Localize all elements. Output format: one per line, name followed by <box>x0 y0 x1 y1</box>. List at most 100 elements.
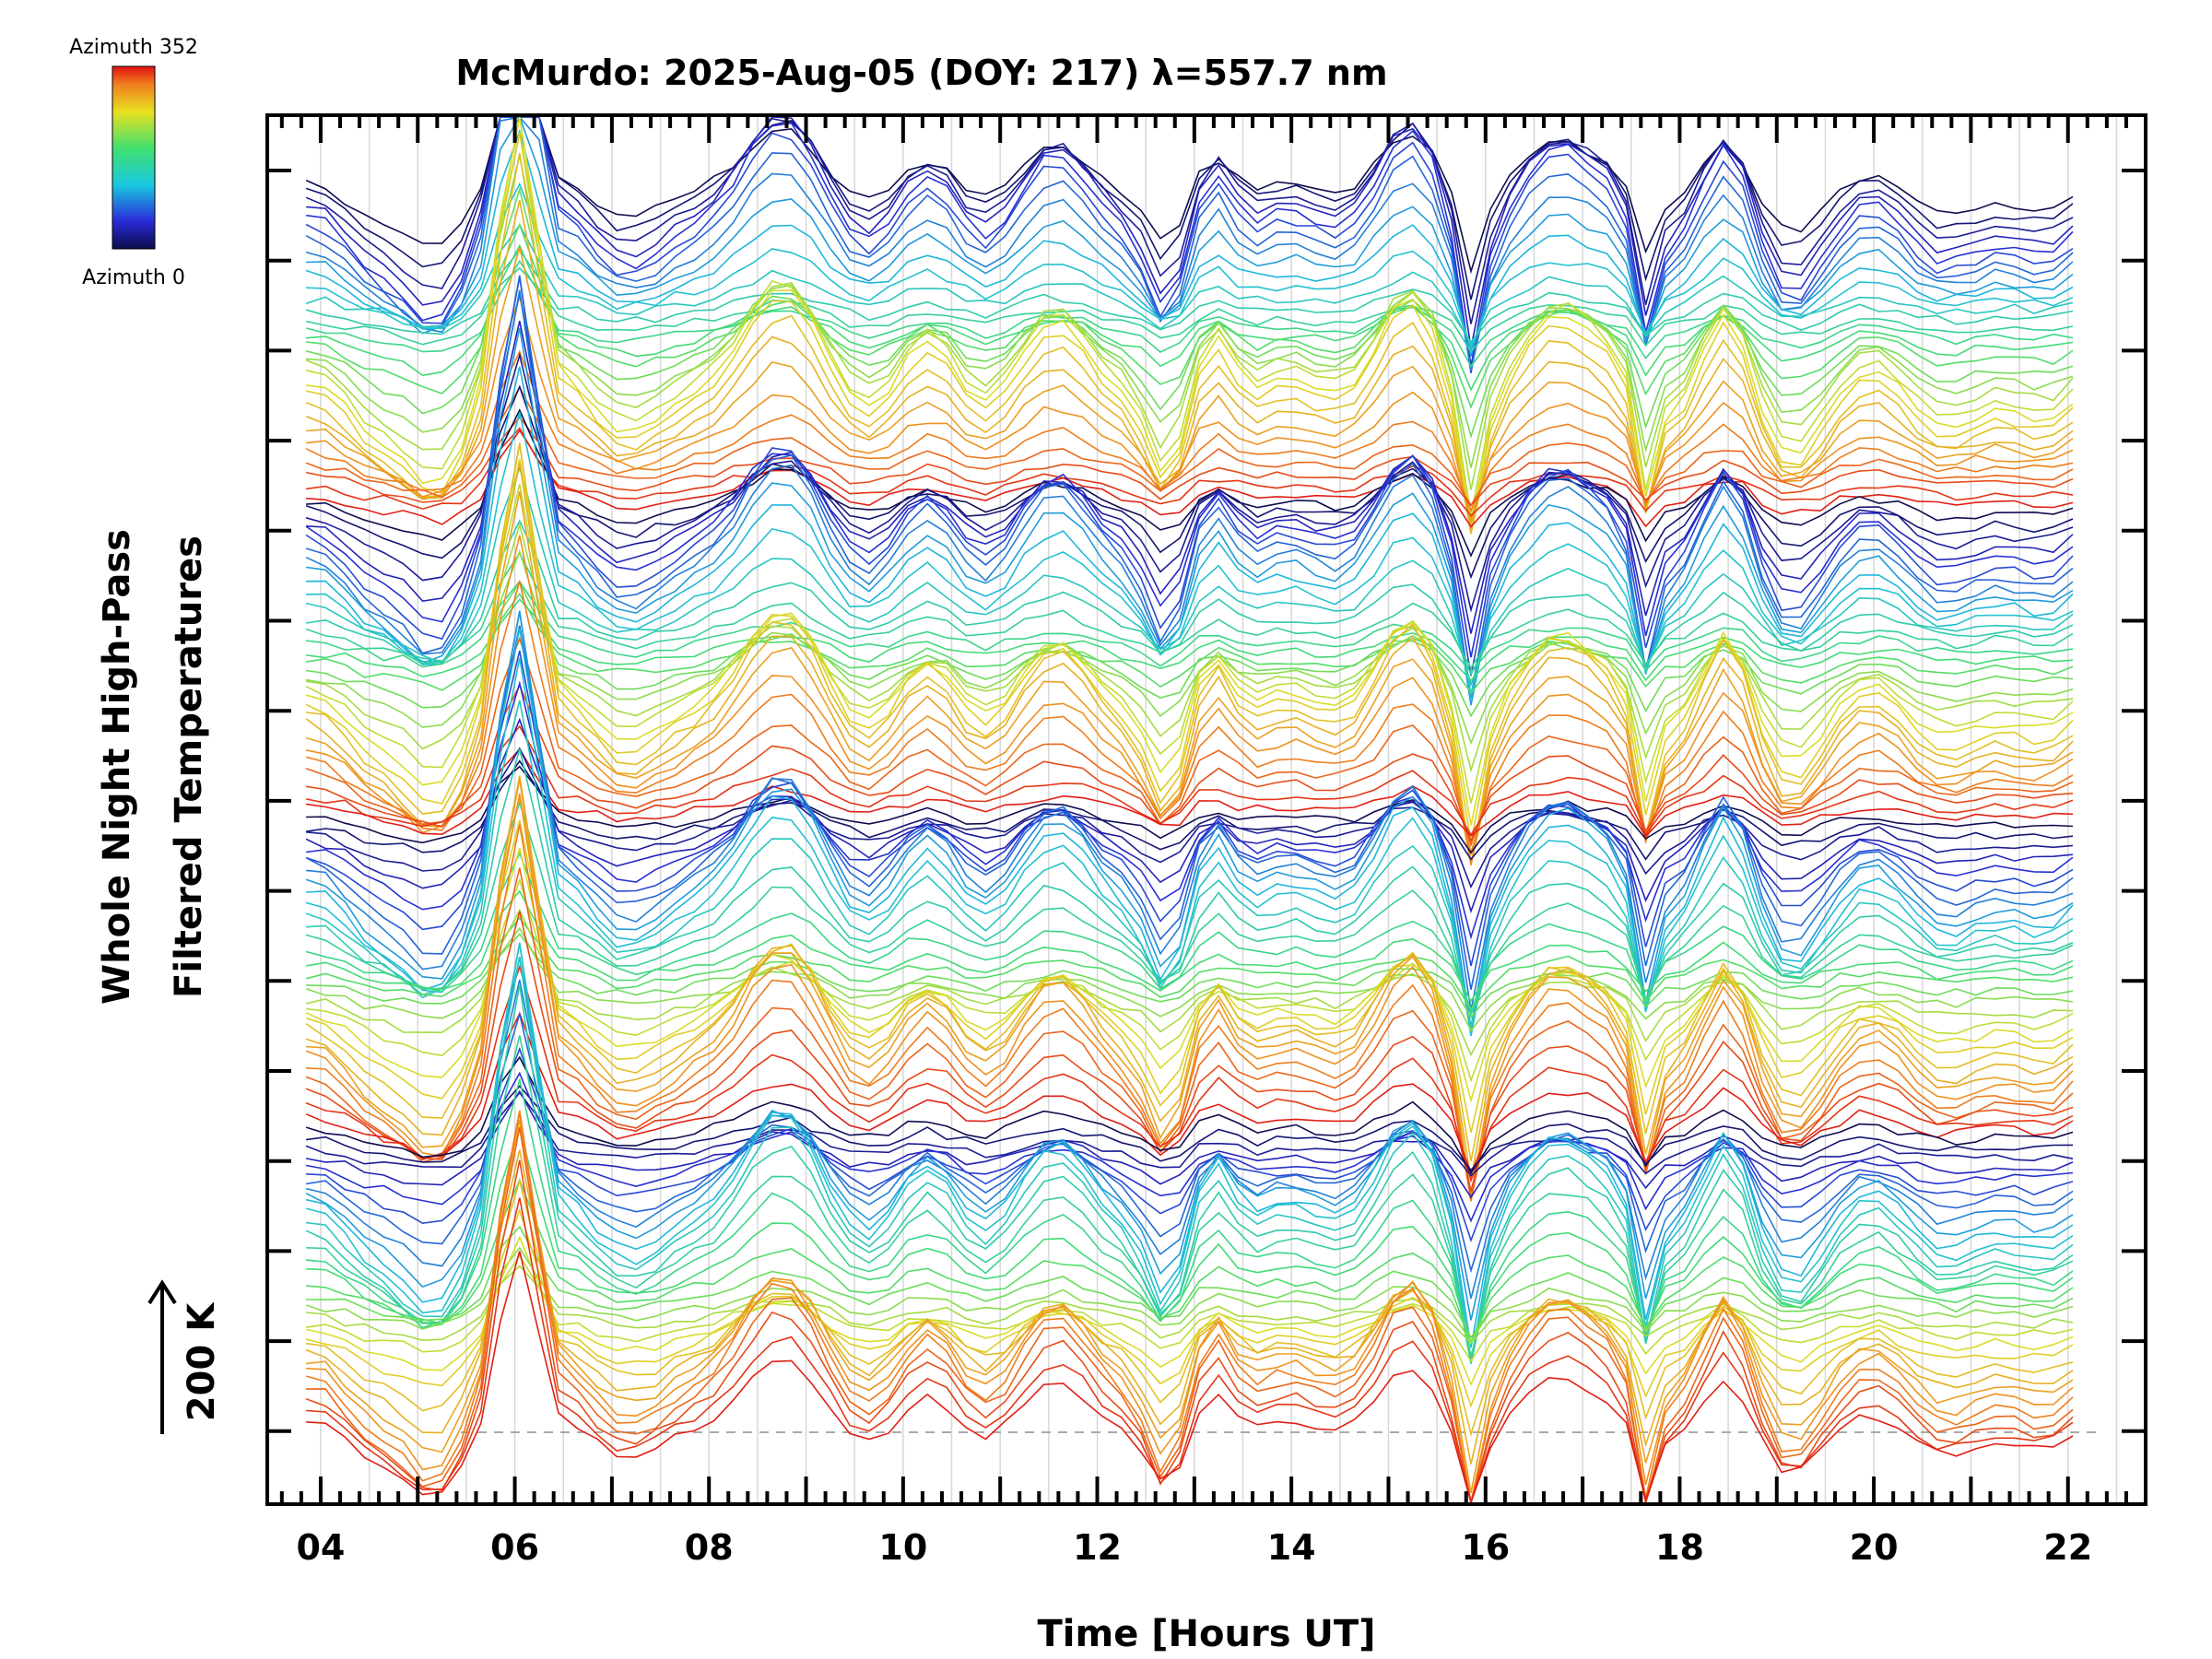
x-tick-labels: 04 06 08 10 12 14 16 18 20 22 <box>296 1527 2092 1568</box>
series-line <box>306 243 2074 392</box>
series-line <box>305 1011 2074 1274</box>
series-line <box>305 349 2074 512</box>
series-line <box>306 1197 2074 1506</box>
series-line <box>306 222 2074 409</box>
series-line <box>305 116 2074 367</box>
series-line <box>305 132 2074 490</box>
series-line <box>305 223 2074 347</box>
series-line <box>306 611 2074 1011</box>
x-tick-label: 18 <box>1655 1527 1704 1568</box>
series-line <box>305 916 2074 1010</box>
series-line <box>305 491 2074 865</box>
series-line <box>305 116 2074 373</box>
series-line <box>305 1071 2074 1223</box>
series-line <box>305 1055 2074 1175</box>
series-line <box>305 867 2074 1199</box>
series-group <box>305 115 2074 1506</box>
series-line <box>305 1091 2074 1177</box>
scale-label: 200 K <box>181 1301 223 1421</box>
series-line <box>305 851 2074 1013</box>
series-line <box>305 926 2074 1032</box>
series-line <box>305 248 2074 344</box>
series-line <box>305 877 2074 1083</box>
series-line <box>305 458 2074 826</box>
series-line <box>305 683 2074 843</box>
series-line <box>306 779 2074 1195</box>
series-line <box>305 636 2074 848</box>
series-line <box>306 1110 2074 1503</box>
series-line <box>305 957 2074 1321</box>
series-line <box>305 385 2074 507</box>
series-line <box>305 984 2074 1363</box>
series-line <box>306 748 2074 1028</box>
series-line <box>306 1126 2074 1503</box>
series-line <box>306 246 2074 526</box>
series-line <box>306 1127 2074 1347</box>
series-line <box>306 442 2074 865</box>
series-line <box>305 908 2074 1057</box>
series-line <box>305 519 2074 677</box>
axis-ticks <box>267 115 2147 1504</box>
series-line <box>305 116 2074 275</box>
series-line <box>306 957 2074 1363</box>
series-line <box>305 132 2074 533</box>
series-line <box>305 800 2074 1018</box>
series-line <box>305 116 2074 324</box>
x-tick-label: 04 <box>296 1527 345 1568</box>
series-line <box>306 116 2074 348</box>
series-line <box>305 384 2074 580</box>
series-line <box>305 747 2074 838</box>
series-line <box>305 1089 2074 1199</box>
series-line <box>306 1178 2074 1345</box>
x-tick-label: 12 <box>1073 1527 1122 1568</box>
series-line <box>305 1159 2074 1503</box>
x-tick-label: 22 <box>2043 1527 2092 1568</box>
series-line <box>305 847 2074 1103</box>
series-line <box>305 943 2074 1348</box>
y-axis-label-line2: Filtered Temperatures <box>168 535 210 998</box>
series-line <box>306 824 2074 1202</box>
series-line <box>305 152 2074 535</box>
series-line <box>305 717 2074 914</box>
series-line <box>305 1253 2074 1363</box>
series-line <box>305 352 2074 613</box>
series-line <box>305 598 2074 682</box>
x-tick-label: 14 <box>1267 1527 1316 1568</box>
series-line <box>305 581 2074 718</box>
series-line <box>306 1035 2074 1364</box>
series-line <box>305 483 2074 804</box>
colorbar-top-label: Azimuth 352 <box>69 36 198 59</box>
series-line <box>305 276 2074 677</box>
colorbar: Azimuth 352 Azimuth 0 <box>69 36 198 289</box>
series-line <box>306 628 2074 1030</box>
series-line <box>305 549 2074 746</box>
series-line <box>305 1177 2074 1437</box>
series-line <box>305 1112 2074 1503</box>
series-line <box>306 1225 2074 1339</box>
series-line <box>305 680 2074 940</box>
x-tick-label: 20 <box>1850 1527 1899 1568</box>
series-line <box>306 366 2074 700</box>
series-line <box>305 700 2074 1030</box>
series-line <box>306 1265 2074 1345</box>
colorbar-bottom-label: Azimuth 0 <box>82 266 185 289</box>
series-line <box>305 911 2074 1192</box>
y-axis-label: Whole Night High-Pass Filtered Temperatu… <box>96 529 210 1005</box>
series-line <box>306 182 2074 350</box>
series-line <box>306 429 2074 528</box>
series-line <box>305 289 2074 699</box>
series-line <box>305 581 2074 856</box>
series-line <box>305 186 2074 439</box>
colorbar-gradient <box>112 65 156 250</box>
series-line <box>305 1207 2074 1408</box>
series-line <box>305 116 2074 516</box>
series-line <box>305 259 2074 368</box>
series-line <box>306 408 2074 558</box>
series-line <box>305 1085 2074 1171</box>
x-axis-label: Time [Hours UT] <box>1038 1613 1376 1655</box>
series-line <box>306 1119 2074 1493</box>
x-tick-label: 10 <box>878 1527 927 1568</box>
scale-arrow-icon <box>147 1279 177 1305</box>
series-line <box>305 1246 2074 1343</box>
